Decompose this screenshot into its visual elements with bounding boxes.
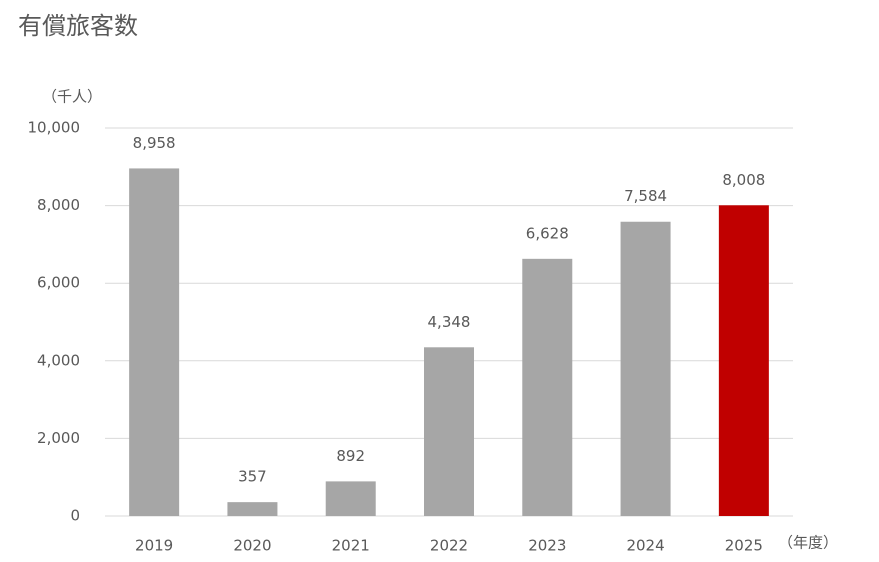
value-label: 892	[336, 447, 365, 465]
x-tick-label: 2019	[135, 537, 173, 555]
bar	[129, 168, 180, 516]
y-tick-label: 6,000	[37, 274, 80, 292]
bar	[620, 221, 671, 517]
value-label: 8,958	[133, 134, 176, 152]
value-label: 6,628	[526, 224, 569, 242]
y-tick-label: 4,000	[37, 351, 80, 369]
bar	[424, 347, 474, 516]
value-label: 357	[238, 468, 267, 486]
chart-title: 有償旅客数	[18, 12, 138, 40]
y-tick-label: 8,000	[37, 196, 80, 214]
value-label: 4,348	[428, 313, 471, 331]
y-tick-label: 0	[70, 507, 80, 525]
x-tick-label: 2023	[528, 537, 566, 555]
x-tick-label: 2022	[430, 537, 468, 555]
bar	[718, 205, 769, 516]
y-tick-label: 2,000	[37, 429, 80, 447]
x-tick-label: 2021	[332, 537, 370, 555]
bar	[325, 481, 376, 516]
y-tick-label: 10,000	[28, 119, 81, 137]
y-unit-label: （千人）	[42, 88, 102, 106]
bar	[522, 258, 573, 516]
value-label: 8,008	[722, 171, 765, 189]
x-tick-label: 2025	[725, 537, 763, 555]
x-unit-label: （年度）	[778, 534, 838, 552]
x-tick-label: 2020	[233, 537, 271, 555]
bar	[227, 502, 278, 516]
x-tick-label: 2024	[626, 537, 664, 555]
value-label: 7,584	[624, 187, 667, 205]
